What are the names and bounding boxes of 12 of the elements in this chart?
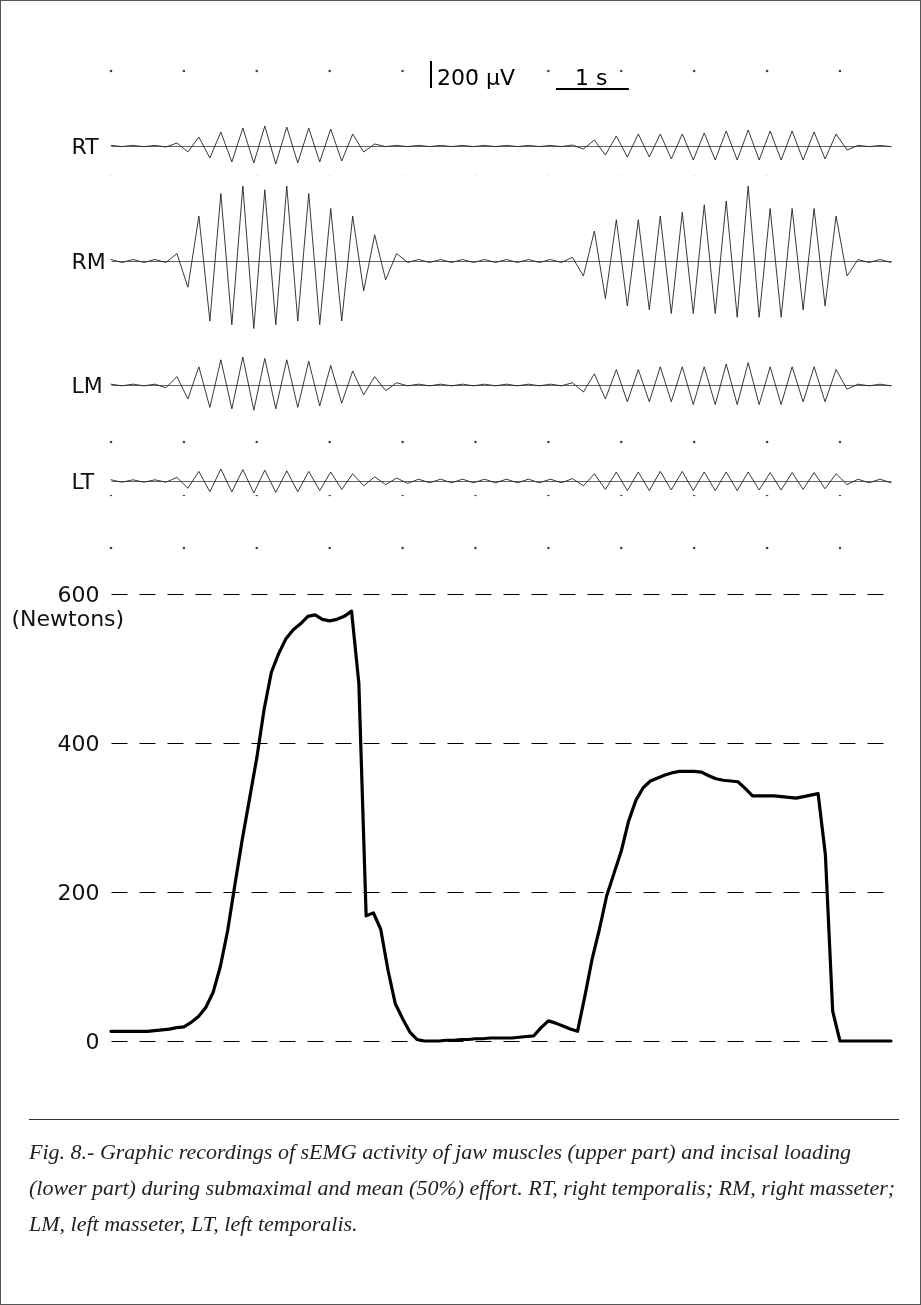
text: 200 µV [437, 65, 516, 90]
y-axis-title: RM [71, 248, 106, 274]
y-tick-label: 400 [57, 730, 100, 756]
y-axis-title: LM [71, 372, 103, 398]
y-tick-label: 600 [57, 581, 100, 607]
text: 1 s [575, 65, 608, 90]
y-axis-title: LT [71, 468, 95, 494]
y-axis-title: RT [71, 133, 100, 159]
y-axis-title: (Newtons) [11, 605, 125, 631]
y-tick-label: 0 [85, 1028, 100, 1054]
y-tick-label: 200 [57, 879, 100, 905]
caption: Fig. 8.- Graphic recordings of sEMG activity of jaw muscles (upper part) and incisal loading (lower part) during submaximal and mean (50%) effort. RT, right temporalis; RM, right masseter; LM, left masseter, LT, left temporalis. [29, 1119, 899, 1242]
